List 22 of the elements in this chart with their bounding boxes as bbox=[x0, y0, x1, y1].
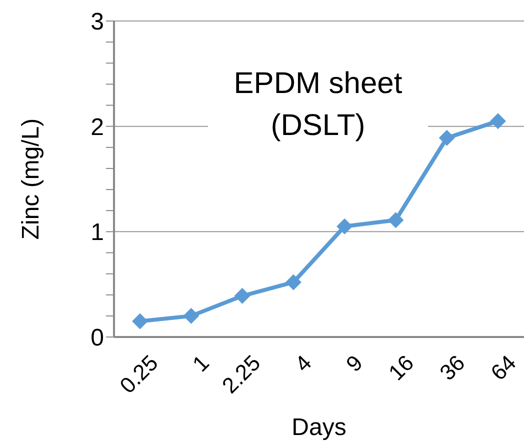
point bbox=[336, 218, 353, 234]
y-tick-label: 1 bbox=[90, 219, 104, 246]
x-tick-label: 64 bbox=[486, 350, 521, 386]
point bbox=[388, 212, 404, 228]
x-tick-label: 9 bbox=[341, 350, 368, 377]
point bbox=[490, 113, 506, 130]
x-tick-label: 36 bbox=[434, 350, 470, 386]
y-axis-title: Zinc (mg/L) bbox=[18, 118, 45, 240]
point bbox=[234, 288, 250, 304]
y-tick-label: 0 bbox=[90, 324, 104, 352]
x-tick-label: 16 bbox=[384, 350, 419, 386]
y-tick-label: 3 bbox=[90, 8, 104, 36]
x-tick-label: 4 bbox=[290, 350, 316, 377]
x-axis-title: Days bbox=[292, 414, 346, 441]
x-tick-label: 0.25 bbox=[114, 350, 163, 398]
point bbox=[285, 274, 302, 290]
y-tick-label: 2 bbox=[90, 114, 104, 141]
text: EPDM sheet (DSLT) bbox=[208, 63, 428, 147]
point bbox=[438, 130, 455, 146]
point bbox=[132, 313, 148, 330]
point bbox=[183, 308, 200, 324]
x-tick-label: 1 bbox=[188, 350, 214, 377]
